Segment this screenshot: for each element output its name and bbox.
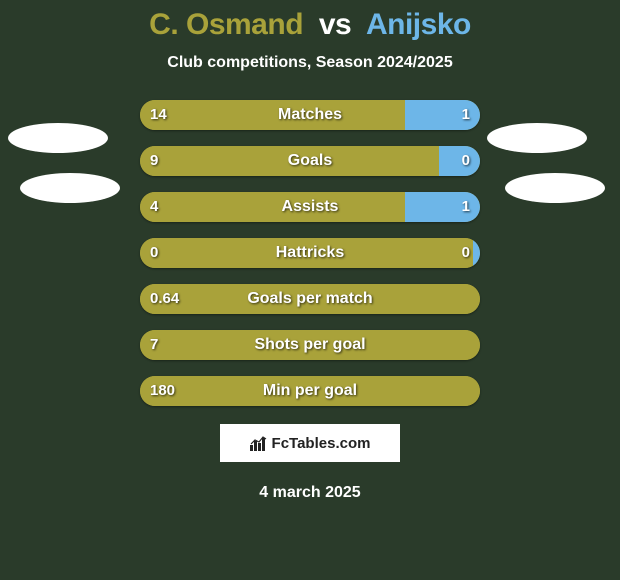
title-vs: vs <box>319 8 351 41</box>
team-logo-placeholder <box>20 173 120 203</box>
brand-badge: FcTables.com <box>220 424 400 462</box>
bar-left <box>140 238 473 268</box>
bar-right <box>473 238 480 268</box>
bar-right <box>405 192 480 222</box>
title-player2: Anijsko <box>366 8 471 41</box>
stat-row: Min per goal180 <box>0 376 620 406</box>
bar-track <box>140 238 480 268</box>
bar-track <box>140 330 480 360</box>
brand-text: FcTables.com <box>272 435 371 452</box>
team-logo-placeholder <box>8 123 108 153</box>
team-logo-placeholder <box>505 173 605 203</box>
title-player1: C. Osmand <box>149 8 303 41</box>
bar-left <box>140 192 405 222</box>
bar-left <box>140 376 480 406</box>
page-title: C. Osmand vs Anijsko <box>0 8 620 42</box>
stat-row: Shots per goal7 <box>0 330 620 360</box>
team-logo-placeholder <box>487 123 587 153</box>
bar-track <box>140 146 480 176</box>
chart-icon <box>250 435 268 451</box>
date-label: 4 march 2025 <box>0 484 620 502</box>
comparison-infographic: C. Osmand vs Anijsko Club competitions, … <box>0 0 620 580</box>
bar-left <box>140 146 439 176</box>
bar-track <box>140 192 480 222</box>
bar-right <box>405 100 480 130</box>
stat-row: Hattricks00 <box>0 238 620 268</box>
bar-left <box>140 284 480 314</box>
bar-left <box>140 330 480 360</box>
bar-track <box>140 284 480 314</box>
bar-left <box>140 100 405 130</box>
bar-track <box>140 100 480 130</box>
stat-row: Goals per match0.64 <box>0 284 620 314</box>
subtitle: Club competitions, Season 2024/2025 <box>0 54 620 72</box>
bar-right <box>439 146 480 176</box>
bar-track <box>140 376 480 406</box>
